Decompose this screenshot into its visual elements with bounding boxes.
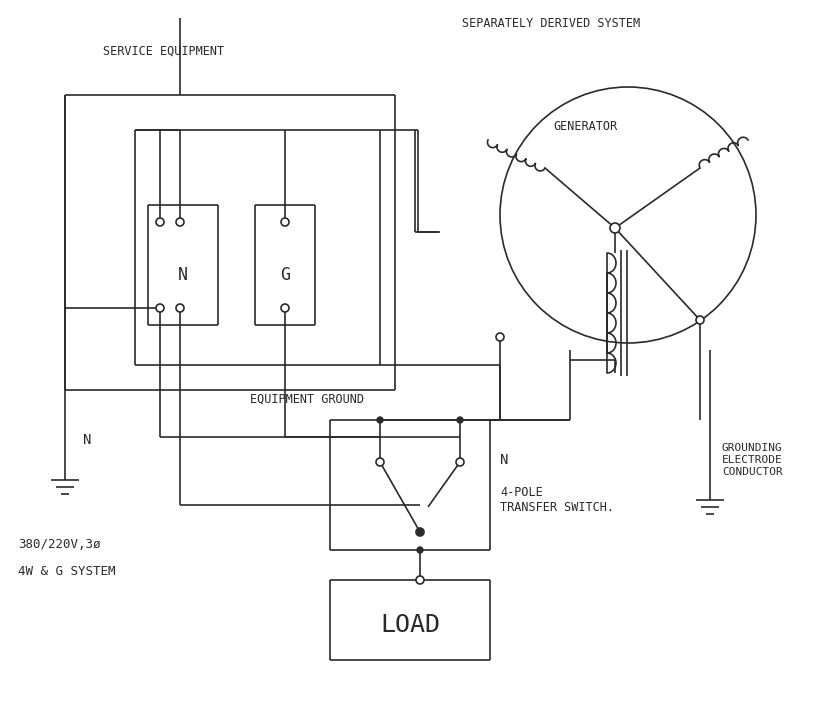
Text: LOAD: LOAD	[380, 613, 440, 637]
Circle shape	[696, 316, 704, 324]
Circle shape	[417, 529, 423, 535]
Circle shape	[156, 304, 164, 312]
Circle shape	[457, 417, 463, 423]
Circle shape	[281, 218, 289, 226]
Circle shape	[376, 458, 384, 466]
Circle shape	[456, 458, 464, 466]
Circle shape	[377, 417, 383, 423]
Text: GROUNDING
ELECTRODE
CONDUCTOR: GROUNDING ELECTRODE CONDUCTOR	[722, 443, 783, 477]
Circle shape	[281, 304, 289, 312]
Circle shape	[156, 218, 164, 226]
Text: SERVICE EQUIPMENT: SERVICE EQUIPMENT	[103, 45, 224, 58]
Circle shape	[176, 304, 184, 312]
Text: N: N	[178, 266, 188, 284]
Circle shape	[417, 547, 423, 553]
Text: SEPARATELY DERIVED SYSTEM: SEPARATELY DERIVED SYSTEM	[462, 17, 640, 30]
Circle shape	[496, 333, 504, 341]
Circle shape	[176, 218, 184, 226]
Text: G: G	[280, 266, 290, 284]
Circle shape	[610, 223, 620, 233]
Circle shape	[416, 528, 424, 536]
Text: N: N	[83, 433, 92, 447]
Text: N: N	[500, 453, 508, 467]
Circle shape	[416, 576, 424, 584]
Text: 380/220V,3ø: 380/220V,3ø	[18, 538, 101, 551]
Text: 4-POLE
TRANSFER SWITCH.: 4-POLE TRANSFER SWITCH.	[500, 486, 614, 514]
Text: EQUIPMENT GROUND: EQUIPMENT GROUND	[250, 393, 364, 406]
Text: 4W & G SYSTEM: 4W & G SYSTEM	[18, 565, 116, 578]
Text: GENERATOR: GENERATOR	[553, 120, 617, 133]
